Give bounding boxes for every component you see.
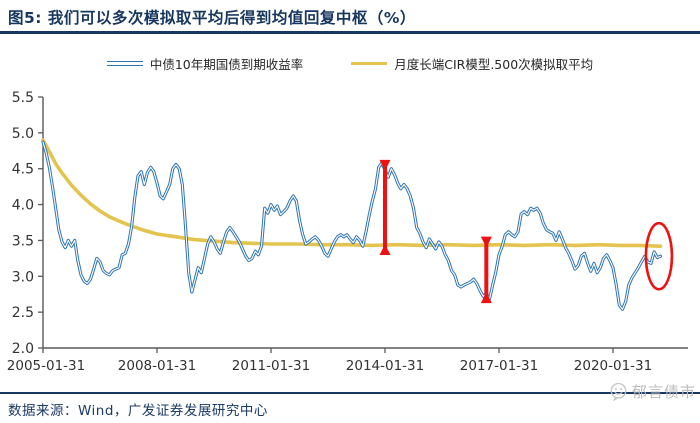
footer-divider [0,392,700,394]
arrow-head [480,236,492,248]
y-tick-label: 5.5 [12,90,34,106]
blue-line-swatch-icon [106,61,143,66]
y-tick-label: 3.0 [12,269,34,285]
legend-item-bond-yield: 中债10年期国债到期收益率 [106,54,304,73]
x-tick-label: 2011-01-31 [232,358,310,374]
x-tick-label: 2014-01-31 [346,358,424,374]
wechat-smiley-icon [610,382,627,401]
y-tick-label: 4.0 [12,198,34,214]
y-tick-label: 5.0 [12,126,34,142]
watermark: 郁言债市 [609,381,696,402]
arrow-head [379,244,391,256]
highlight-ellipse [644,221,674,291]
arrow-head [480,292,492,304]
x-tick-label: 2005-01-31 [7,358,85,374]
legend-item-cir-model: 月度长端CIR模型.500次模拟取平均 [351,54,593,73]
figure-title: 图5: 我们可以多次模拟取平均后得到均值回复中枢（%） [8,9,416,27]
watermark-text: 郁言债市 [631,383,696,401]
legend-label-bond-yield: 中债10年期国债到期收益率 [149,57,304,72]
title-divider [0,31,700,34]
data-source: 数据来源：Wind，广发证券发展研究中心 [8,403,268,419]
cir-model-line [41,138,663,248]
y-tick-label: 4.5 [12,162,34,178]
y-tick-label: 3.5 [12,233,34,249]
legend-label-cir-model: 月度长端CIR模型.500次模拟取平均 [394,57,594,72]
yellow-line-swatch-icon [351,61,388,66]
y-tick-label: 2.5 [12,305,34,321]
bond-yield-line-core [42,141,662,310]
x-tick-label: 2017-01-31 [460,358,538,374]
y-tick-label: 2.0 [12,341,34,357]
x-tick-label: 2020-01-31 [574,358,652,374]
arrow-head [379,159,391,171]
x-tick-label: 2008-01-31 [118,358,196,374]
chart-legend: 中债10年期国债到期收益率 月度长端CIR模型.500次模拟取平均 [0,54,700,73]
